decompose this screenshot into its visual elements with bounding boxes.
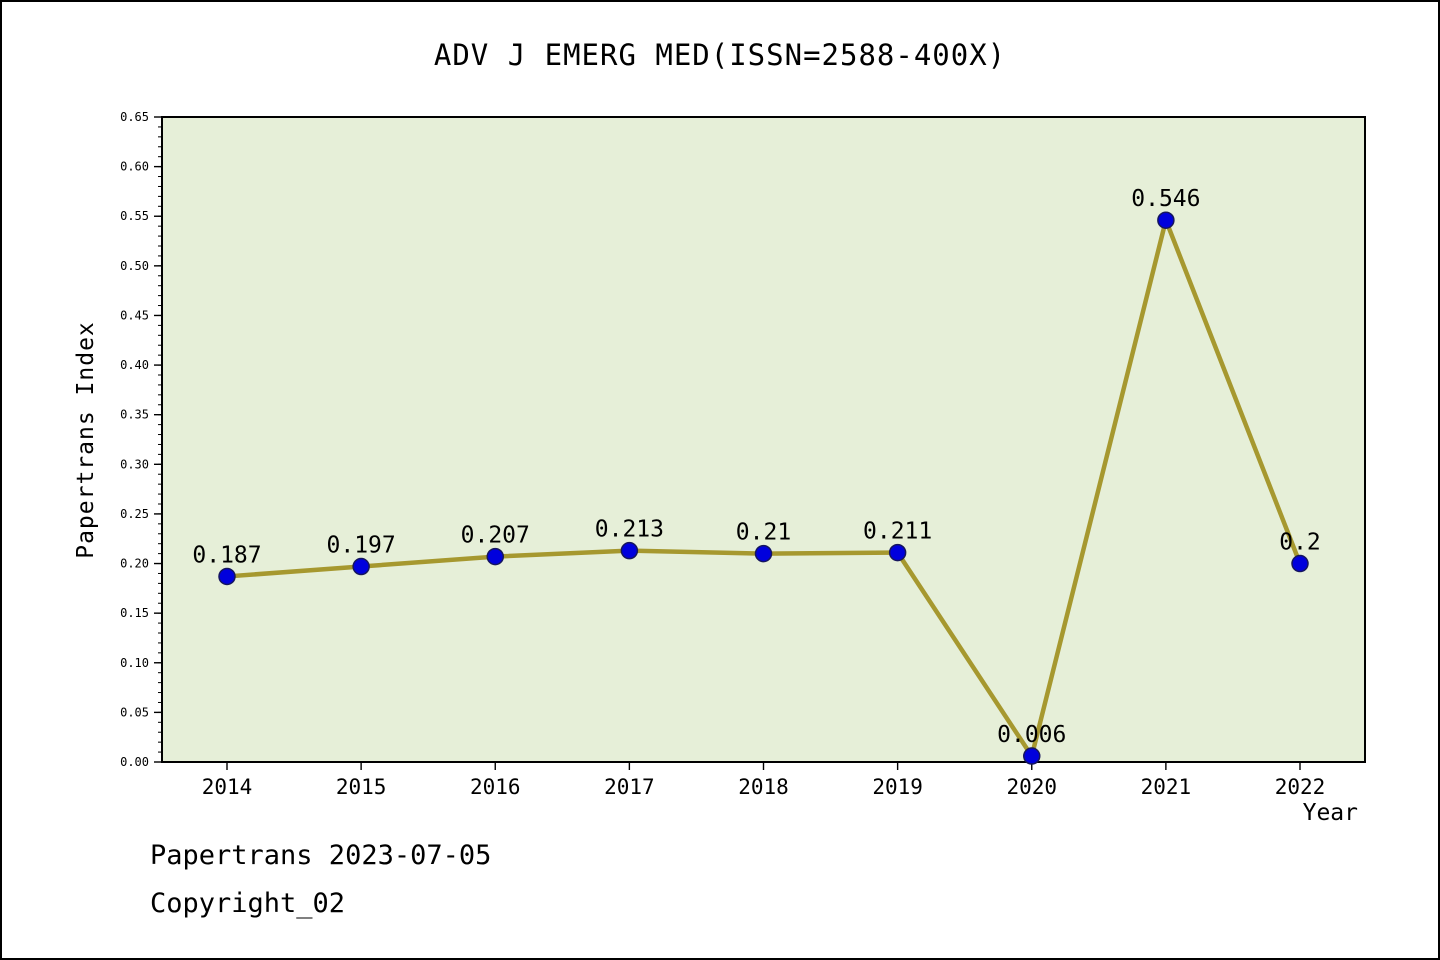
y-tick-label: 0.60 bbox=[120, 160, 149, 174]
point-label: 0.207 bbox=[461, 523, 530, 549]
footer-copyright: Copyright_02 bbox=[150, 888, 346, 919]
chart-title: ADV J EMERG MED(ISSN=2588-400X) bbox=[433, 38, 1007, 72]
point-label: 0.197 bbox=[327, 533, 396, 559]
y-tick-label: 0.10 bbox=[120, 656, 149, 670]
y-tick-label: 0.45 bbox=[120, 308, 149, 322]
point-label: 0.2 bbox=[1279, 530, 1321, 556]
x-tick-label: 2021 bbox=[1141, 775, 1192, 799]
x-tick-label: 2014 bbox=[202, 775, 253, 799]
y-tick-label: 0.05 bbox=[120, 705, 149, 719]
y-tick-label: 0.55 bbox=[120, 209, 149, 223]
data-point bbox=[1291, 554, 1309, 573]
data-point bbox=[754, 544, 773, 563]
point-label: 0.187 bbox=[192, 542, 261, 568]
point-label: 0.006 bbox=[997, 722, 1066, 748]
y-major-ticks bbox=[154, 116, 162, 763]
x-ticks bbox=[226, 762, 1301, 770]
y-tick-label: 0.00 bbox=[120, 755, 149, 769]
x-tick-label: 2020 bbox=[1006, 775, 1057, 799]
data-point bbox=[352, 557, 370, 576]
data-point bbox=[486, 547, 504, 566]
data-point bbox=[218, 567, 236, 586]
y-tick-label: 0.30 bbox=[120, 457, 149, 471]
point-label: 0.546 bbox=[1131, 186, 1200, 212]
y-tick-label: 0.20 bbox=[120, 557, 149, 571]
y-tick-label: 0.50 bbox=[120, 259, 149, 273]
y-tick-label: 0.25 bbox=[120, 507, 149, 521]
data-point bbox=[1157, 211, 1175, 229]
x-tick-label: 2016 bbox=[470, 775, 521, 799]
x-tick-label: 2019 bbox=[872, 775, 923, 799]
x-tick-label: 2015 bbox=[336, 775, 387, 799]
x-tick-label: 2017 bbox=[604, 775, 655, 799]
y-tick-label: 0.15 bbox=[120, 606, 149, 620]
y-tick-label: 0.40 bbox=[120, 358, 149, 372]
x-tick-label: 2022 bbox=[1275, 775, 1326, 799]
point-label: 0.21 bbox=[736, 520, 791, 546]
data-point bbox=[888, 543, 907, 562]
data-point bbox=[1023, 747, 1041, 765]
plot-area bbox=[161, 116, 1366, 763]
y-tick-label: 0.65 bbox=[120, 110, 149, 124]
point-label: 0.213 bbox=[595, 517, 664, 543]
y-tick-label: 0.35 bbox=[120, 408, 149, 422]
data-point bbox=[620, 541, 639, 560]
x-axis-label: Year bbox=[1302, 800, 1358, 826]
x-tick-label: 2018 bbox=[738, 775, 789, 799]
footer-source-date: Papertrans 2023-07-05 bbox=[150, 840, 492, 871]
point-label: 0.211 bbox=[863, 519, 932, 545]
